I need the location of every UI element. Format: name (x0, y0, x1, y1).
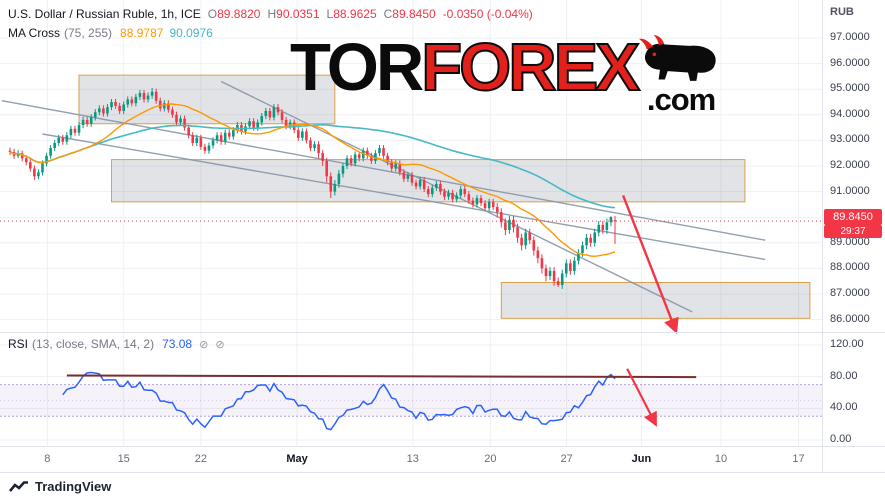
ma-slow-value: 90.0976 (169, 25, 213, 40)
price-axis-separator (822, 0, 823, 472)
candles (8, 87, 617, 289)
time-tick-label: 10 (714, 453, 728, 465)
axis-label: 40.00 (830, 401, 858, 414)
ma-fast-line (9, 103, 616, 258)
ma-indicator-name: MA Cross (8, 25, 61, 40)
rsi-indicator-name: RSI (8, 337, 29, 351)
pane-separator[interactable] (0, 332, 885, 333)
axis-label: 87.0000 (830, 287, 870, 299)
axis-label: 88.0000 (830, 261, 870, 274)
axis-label: 93.0000 (830, 133, 870, 146)
candlestick-chart-canvas[interactable] (0, 0, 822, 446)
axis-label: 95.0000 (830, 82, 870, 95)
axis-label: 89.0000 (830, 235, 870, 248)
axis-label: 97.0000 (830, 31, 870, 43)
trendline (1, 100, 766, 241)
ma-fast-value: 88.9787 (120, 25, 164, 40)
zone-box (500, 281, 811, 319)
axis-label: 94.0000 (830, 107, 870, 120)
hidden-series-icon[interactable]: ⊘ (215, 338, 225, 351)
torforex-watermark: TOR FOREX .com (290, 30, 723, 118)
bull-logo-icon (639, 34, 716, 81)
axis-label: 91.0000 (830, 184, 870, 197)
forecast-arrow-rsi (626, 368, 657, 427)
time-tick-label: 15 (117, 453, 130, 465)
ma-indicator-params: (75, 255) (64, 25, 113, 40)
symbol-legend-row[interactable]: U.S. Dollar / Russian Ruble, 1h, ICE O89… (8, 4, 533, 23)
rsi-value: 73.08 (162, 337, 193, 351)
last-price-tag: 89.8450 (824, 209, 882, 226)
rsi-legend-row[interactable]: RSI (13, close, SMA, 14, 2) 73.08 ⊘ ⊘ (8, 337, 225, 351)
time-tick-label: 8 (44, 453, 51, 465)
ohlc-close: C89.8450 (383, 6, 436, 21)
ohlc-high: H90.0351 (267, 6, 320, 21)
bar-countdown: 29:37 (824, 225, 882, 239)
axis-label: 80.00 (830, 369, 858, 382)
time-axis[interactable]: 8 15 22 May 13 20 27 Jun 10 17 (0, 447, 822, 471)
time-tick-label: 13 (406, 453, 419, 465)
tradingview-brand-link[interactable]: TradingView (35, 479, 112, 494)
time-tick-label: 20 (484, 453, 497, 465)
forecast-arrow-price (622, 195, 679, 335)
time-tick-label: 22 (194, 453, 207, 465)
time-tick-label: Jun (631, 453, 652, 465)
axis-label: 0.00 (830, 433, 852, 445)
rsi-indicator-params: (13, close, SMA, 14, 2) (32, 337, 155, 351)
ohlc-low: L88.9625 (326, 6, 377, 21)
axis-label: 120.00 (830, 338, 864, 350)
ohlc-open: O89.8820 (207, 6, 261, 21)
price-axis[interactable]: RUB 89.8450 29:37 97.0000 96.0000 95.0000 9… (823, 0, 885, 472)
logo-text-tor: TOR (290, 30, 424, 105)
logo-text-com: .com (646, 82, 716, 117)
time-tick-label: 17 (792, 453, 805, 465)
axis-label: 96.0000 (830, 56, 870, 69)
ma-legend-row[interactable]: MA Cross (75, 255) 88.9787 90.0976 (8, 23, 533, 42)
time-tick-label: May (286, 453, 308, 465)
price-change: -0.0350 (-0.04%) (442, 6, 533, 21)
symbol-title: U.S. Dollar / Russian Ruble, 1h, ICE (8, 6, 201, 21)
tradingview-logo-icon (9, 480, 28, 492)
axis-label: 92.0000 (830, 159, 870, 171)
rsi-trendline (66, 374, 697, 379)
chart-legend: U.S. Dollar / Russian Ruble, 1h, ICE O89… (8, 4, 533, 42)
hidden-series-icon[interactable]: ⊘ (199, 338, 209, 351)
footer-bar: TradingView (0, 472, 885, 500)
rsi-line (62, 371, 616, 431)
time-tick-label: 27 (560, 453, 573, 465)
time-axis-separator (0, 446, 885, 447)
trendline (42, 133, 766, 261)
axis-label: 86.0000 (830, 312, 870, 325)
logo-text-forex: FOREX (420, 30, 641, 105)
axis-currency-label[interactable]: RUB (830, 6, 854, 18)
